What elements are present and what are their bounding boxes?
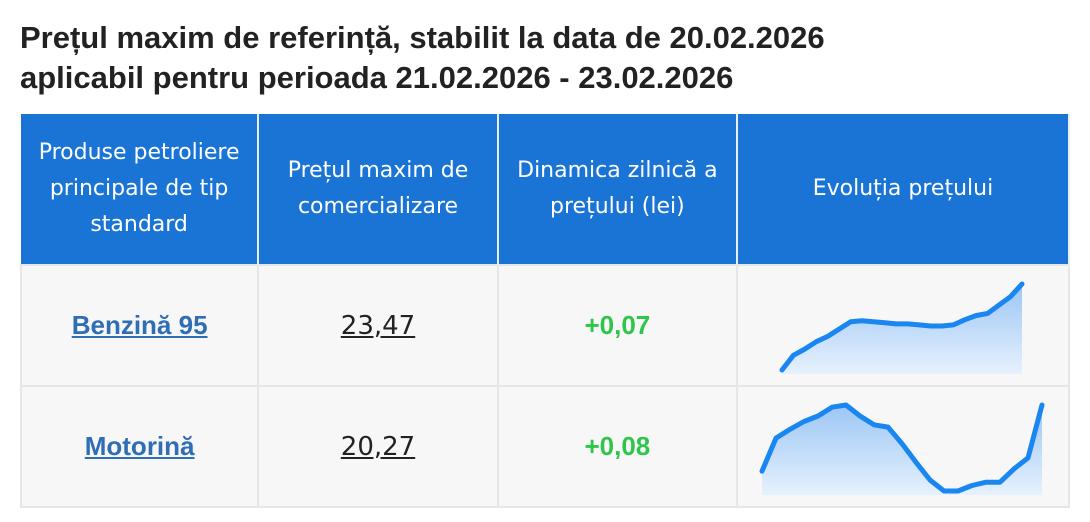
- sparkline-line: [779, 281, 1025, 373]
- header-row: Produse petroliere principale de tip sta…: [21, 114, 1071, 265]
- column-header: Produse petroliere principale de tip sta…: [21, 114, 260, 265]
- price-link[interactable]: 20,27: [340, 431, 416, 462]
- title-line: aplicabil pentru perioada 21.02.2026 - 2…: [20, 60, 734, 95]
- sparkline-area: [761, 405, 1042, 495]
- column-header: Evoluția prețului: [736, 114, 1071, 265]
- cell: [735, 264, 1071, 387]
- cell: +0,08: [496, 385, 738, 508]
- cell: [735, 385, 1071, 508]
- sparkline: [779, 281, 1025, 374]
- row: Motorină 20,27 +0,08: [19, 385, 1071, 508]
- cell: Benzină 95: [19, 264, 260, 387]
- column-header: Prețul maxim de comercializare: [258, 114, 499, 265]
- cell: 20,27: [257, 385, 499, 508]
- column-header: Dinamica zilnică a prețului (lei): [497, 114, 738, 265]
- sparkline-line: [759, 402, 1045, 494]
- price-table: Produse petroliere principale de tip sta…: [19, 114, 1071, 508]
- product-link[interactable]: Benzină 95: [71, 310, 208, 340]
- title: Prețul maxim de referință, stabilit la d…: [20, 18, 825, 98]
- sparkline: [759, 402, 1045, 495]
- title-line: Prețul maxim de referință, stabilit la d…: [20, 20, 825, 55]
- price-link[interactable]: 23,47: [340, 310, 416, 341]
- change: +0,08: [584, 431, 651, 461]
- change: +0,07: [584, 310, 651, 340]
- row: Benzină 95 23,47 +0,07: [19, 264, 1071, 387]
- cell: +0,07: [496, 264, 738, 387]
- cell: Motorină: [19, 385, 260, 508]
- product-link[interactable]: Motorină: [84, 431, 195, 461]
- sparkline-area: [781, 284, 1022, 374]
- cell: 23,47: [257, 264, 499, 387]
